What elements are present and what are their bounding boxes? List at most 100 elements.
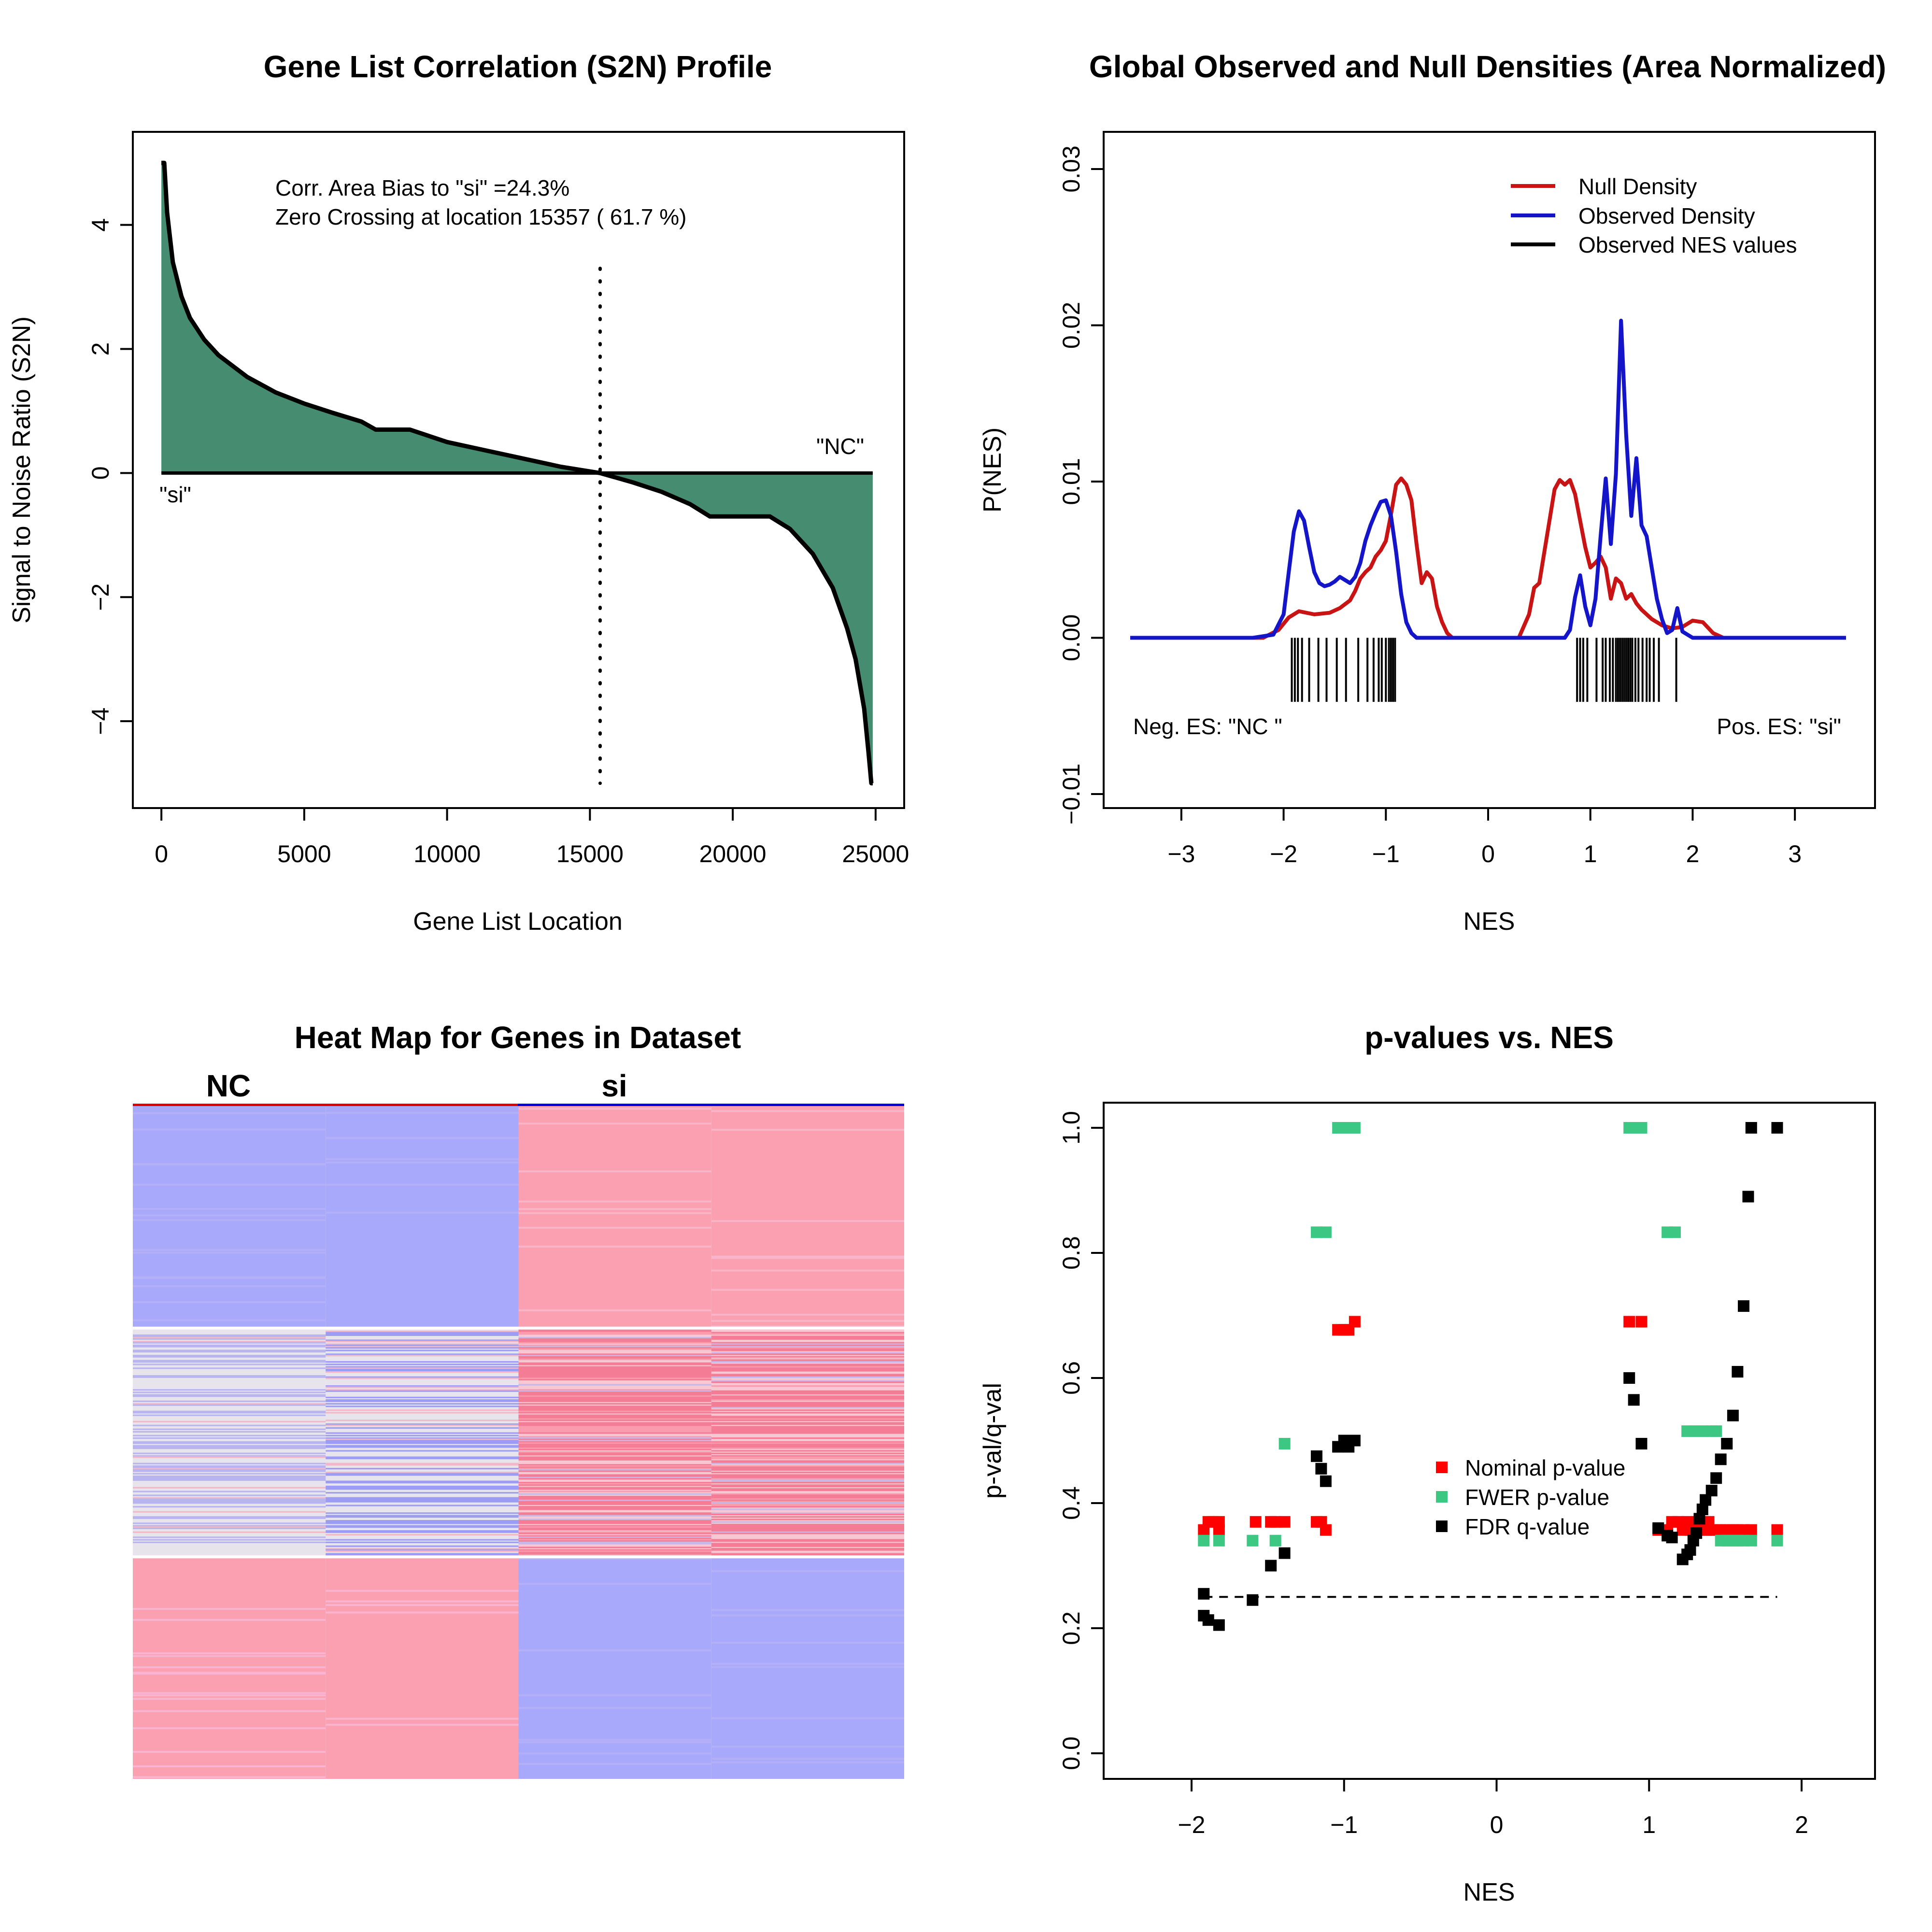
heatmap-cell-stripe bbox=[518, 1208, 711, 1210]
heatmap-cell-stripe bbox=[518, 1741, 711, 1744]
heatmap-cell-stripe bbox=[711, 1399, 904, 1401]
heatmap-cell-stripe bbox=[326, 1432, 519, 1434]
heatmap-cell-stripe bbox=[133, 1448, 326, 1449]
heatmap-cell-stripe bbox=[326, 1441, 519, 1443]
density-x-tick-label: 0 bbox=[1481, 840, 1495, 867]
heatmap-cell-stripe bbox=[711, 1313, 904, 1316]
heatmap-cell-stripe bbox=[711, 1353, 904, 1355]
legend-fdr-swatch bbox=[1436, 1520, 1448, 1532]
heatmap-cell-stripe bbox=[326, 1488, 519, 1490]
heatmap-cell-stripe bbox=[518, 1346, 711, 1348]
heatmap-cell-stripe bbox=[711, 1526, 904, 1528]
heatmap-cell-stripe bbox=[711, 1662, 904, 1665]
s2n-x-tick-label: 0 bbox=[155, 840, 168, 867]
density-x-tick-label: −2 bbox=[1270, 840, 1297, 867]
heatmap-cell-stripe bbox=[518, 1414, 711, 1416]
heatmap-cell-stripe bbox=[133, 1424, 326, 1426]
heatmap-cell-stripe bbox=[326, 1333, 519, 1335]
heatmap-cell-stripe bbox=[711, 1501, 904, 1503]
heatmap-cell-stripe bbox=[518, 1468, 711, 1470]
heatmap-cell-stripe bbox=[518, 1474, 711, 1476]
heatmap-cell-stripe bbox=[711, 1482, 904, 1484]
heatmap-cell-stripe bbox=[518, 1423, 711, 1425]
heatmap-cell-stripe bbox=[518, 1398, 711, 1400]
heatmap-cell-stripe bbox=[518, 1400, 711, 1402]
heatmap-cell-stripe bbox=[133, 1361, 326, 1363]
heatmap-cell-stripe bbox=[711, 1531, 904, 1533]
heatmap-cell-stripe bbox=[711, 1332, 904, 1334]
heatmap-cell-stripe bbox=[711, 1466, 904, 1468]
heatmap-cell-stripe bbox=[133, 1455, 326, 1457]
heatmap-cell-stripe bbox=[326, 1361, 519, 1363]
pvalues-x-tick-label: 0 bbox=[1490, 1811, 1504, 1838]
heatmap-cell-stripe bbox=[518, 1501, 711, 1503]
heatmap-cell-stripe bbox=[518, 1330, 711, 1333]
heatmap-cell-stripe bbox=[711, 1666, 904, 1668]
null-density-line bbox=[1130, 476, 1846, 640]
fwer-p-point bbox=[1669, 1226, 1681, 1238]
fdr-q-point bbox=[1315, 1463, 1327, 1475]
heatmap-cell-stripe bbox=[133, 1128, 326, 1131]
heatmap-block-top bbox=[711, 1106, 904, 1328]
pvalues-x-tick-label: 1 bbox=[1642, 1811, 1656, 1838]
heatmap-cell-stripe bbox=[326, 1590, 519, 1592]
heatmap-cell-stripe bbox=[326, 1516, 519, 1518]
heatmap-cell-stripe bbox=[518, 1432, 711, 1434]
heatmap-cell-stripe bbox=[711, 1390, 904, 1392]
heatmap-cell-stripe bbox=[326, 1438, 519, 1440]
heatmap-cell-stripe bbox=[711, 1358, 904, 1360]
heatmap-cell-stripe bbox=[518, 1499, 711, 1502]
heatmap-cell-stripe bbox=[133, 1350, 326, 1351]
heatmap-cell-stripe bbox=[711, 1758, 904, 1760]
heatmap-cell-stripe bbox=[133, 1466, 326, 1468]
heatmap-cell-stripe bbox=[711, 1513, 904, 1515]
heatmap-cell-stripe bbox=[711, 1441, 904, 1443]
heatmap-cell-stripe bbox=[326, 1539, 519, 1541]
heatmap-cell-stripe bbox=[518, 1469, 711, 1471]
heatmap-cell-stripe bbox=[518, 1420, 711, 1421]
heatmap-cell-stripe bbox=[711, 1527, 904, 1529]
heatmap-cell-stripe bbox=[133, 1516, 326, 1518]
heatmap-cell-stripe bbox=[518, 1332, 711, 1334]
heatmap-cell-stripe bbox=[326, 1420, 519, 1421]
heatmap-cell-stripe bbox=[711, 1512, 904, 1514]
density-x-ticks: −3 −2 −1 0 1 2 3 bbox=[1167, 808, 1802, 867]
heatmap-cell-stripe bbox=[326, 1456, 519, 1458]
fwer-p-point bbox=[1635, 1122, 1648, 1134]
pvalues-x-ticks: −2 −1 0 1 2 bbox=[1178, 1779, 1808, 1838]
s2n-zero-crossing-note: Zero Crossing at location 15357 ( 61.7 %… bbox=[275, 204, 686, 229]
heatmap-cell-stripe bbox=[133, 1470, 326, 1472]
heatmap-cell-stripe bbox=[133, 1208, 326, 1210]
fwer-p-point bbox=[1198, 1534, 1210, 1547]
heatmap-cell-stripe bbox=[518, 1389, 711, 1391]
heatmap-cell-stripe bbox=[518, 1394, 711, 1396]
heatmap-title: Heat Map for Genes in Dataset bbox=[295, 1020, 741, 1055]
s2n-nc-end-label: "NC" bbox=[816, 434, 864, 459]
heatmap-cell-stripe bbox=[711, 1455, 904, 1457]
heatmap-cell-stripe bbox=[326, 1723, 519, 1726]
heatmap-cell-stripe bbox=[133, 1497, 326, 1499]
heatmap-cell-stripe bbox=[326, 1390, 519, 1392]
heatmap-cell-stripe bbox=[326, 1482, 519, 1484]
heatmap-cell-stripe bbox=[326, 1403, 519, 1405]
density-y-tick-label: 0.02 bbox=[1058, 302, 1085, 349]
heatmap-cell-stripe bbox=[518, 1549, 711, 1551]
fdr-q-point bbox=[1745, 1122, 1757, 1134]
heatmap-cell-stripe bbox=[518, 1465, 711, 1467]
heatmap-cell-stripe bbox=[518, 1356, 711, 1358]
heatmap-cell-stripe bbox=[711, 1342, 904, 1344]
heatmap-block-top bbox=[133, 1106, 326, 1328]
heatmap-cell-stripe bbox=[711, 1521, 904, 1523]
heatmap-cell-stripe bbox=[518, 1456, 711, 1458]
heatmap-cell-stripe bbox=[133, 1727, 326, 1730]
heatmap-cell-stripe bbox=[326, 1367, 519, 1369]
heatmap-cell-stripe bbox=[518, 1371, 711, 1373]
heatmap-cell-stripe bbox=[133, 1619, 326, 1621]
heatmap-cell-stripe bbox=[133, 1319, 326, 1321]
heatmap-cell-stripe bbox=[711, 1544, 904, 1546]
heatmap-cell-stripe bbox=[711, 1110, 904, 1112]
heatmap-cell-stripe bbox=[711, 1553, 904, 1555]
heatmap-cell-stripe bbox=[711, 1468, 904, 1470]
fwer-p-point bbox=[1269, 1534, 1281, 1547]
